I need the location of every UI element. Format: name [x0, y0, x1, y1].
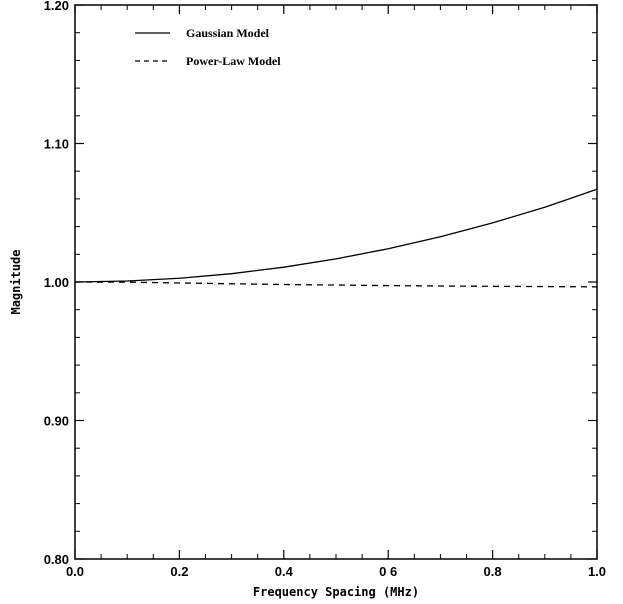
- legend-label-0: Gaussian Model: [186, 26, 270, 40]
- x-tick-labels: 0.0 0.2 0.4 0 6 0.8 1.0: [66, 564, 606, 579]
- gaussian-model-line: [75, 189, 597, 282]
- series-layer: [75, 189, 597, 287]
- y-tick-label: 1.00: [44, 275, 69, 290]
- y-tick-label: 1.20: [44, 0, 69, 13]
- x-tick-label: 0.8: [484, 564, 502, 579]
- y-axis-title: Magnitude: [9, 249, 23, 314]
- x-tick-label: 1.0: [588, 564, 606, 579]
- y-tick-label: 0.90: [44, 414, 69, 429]
- y-tick-label: 0.80: [44, 552, 69, 567]
- power-law-model-line: [75, 282, 597, 287]
- x-tick-label: 0.2: [170, 564, 188, 579]
- x-tick-label: 0 6: [379, 564, 397, 579]
- legend: Gaussian Model Power-Law Model: [135, 26, 281, 68]
- x-tick-label: 0.4: [275, 564, 294, 579]
- y-tick-labels: 0.80 0.90 1.00 1.10 1.20: [44, 0, 69, 567]
- x-axis-title: Frequency Spacing (MHz): [253, 585, 419, 599]
- y-tick-label: 1.10: [44, 137, 69, 152]
- legend-label-1: Power-Law Model: [186, 54, 281, 68]
